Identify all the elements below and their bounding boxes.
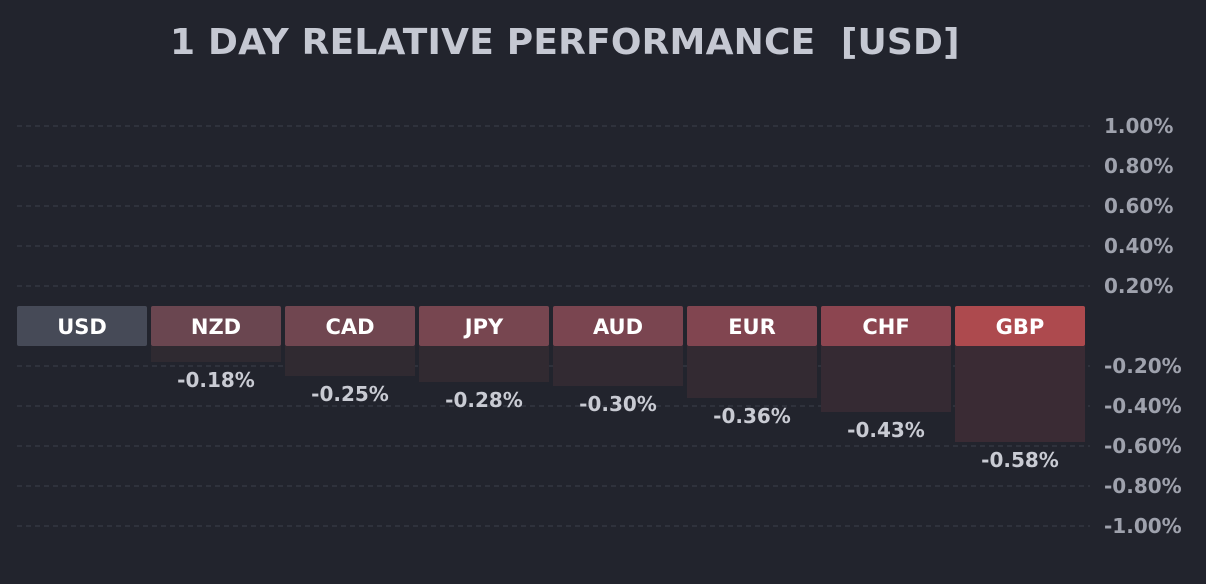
bar [955,346,1085,442]
bar [553,346,683,386]
data-label: -0.30% [579,392,657,416]
bar-header [553,306,683,346]
data-label: -0.58% [981,448,1059,472]
category-label: NZD [191,315,241,339]
chart-title: 1 DAY RELATIVE PERFORMANCE [USD] [170,22,960,63]
y-tick-label: 0.80% [1104,154,1173,178]
bar [285,346,415,376]
bar-header [151,306,281,346]
data-label: -0.36% [713,404,791,428]
y-tick-label: -0.40% [1104,394,1182,418]
category-label: USD [57,315,107,339]
y-tick-label: 0.40% [1104,234,1173,258]
y-tick-label: -0.20% [1104,354,1182,378]
bar-header [821,306,951,346]
bar-header [687,306,817,346]
y-tick-label: 0.20% [1104,274,1173,298]
bar-header [285,306,415,346]
bar-header [419,306,549,346]
y-tick-label: -1.00% [1104,514,1182,538]
y-tick-label: -0.80% [1104,474,1182,498]
y-tick-label: 1.00% [1104,114,1173,138]
bar [419,346,549,382]
category-label: EUR [728,315,776,339]
category-label: CHF [862,315,909,339]
data-label: -0.25% [311,382,389,406]
data-label: -0.18% [177,368,255,392]
category-label: JPY [463,315,504,339]
data-label: -0.28% [445,388,523,412]
data-label: -0.43% [847,418,925,442]
y-tick-label: -0.60% [1104,434,1182,458]
bar-header [17,306,147,346]
category-label: CAD [325,315,374,339]
bar-header [955,306,1085,346]
y-tick-label: 0.60% [1104,194,1173,218]
bar [821,346,951,412]
category-label: GBP [996,315,1045,339]
bar [687,346,817,398]
bar [151,346,281,362]
category-label: AUD [593,315,643,339]
